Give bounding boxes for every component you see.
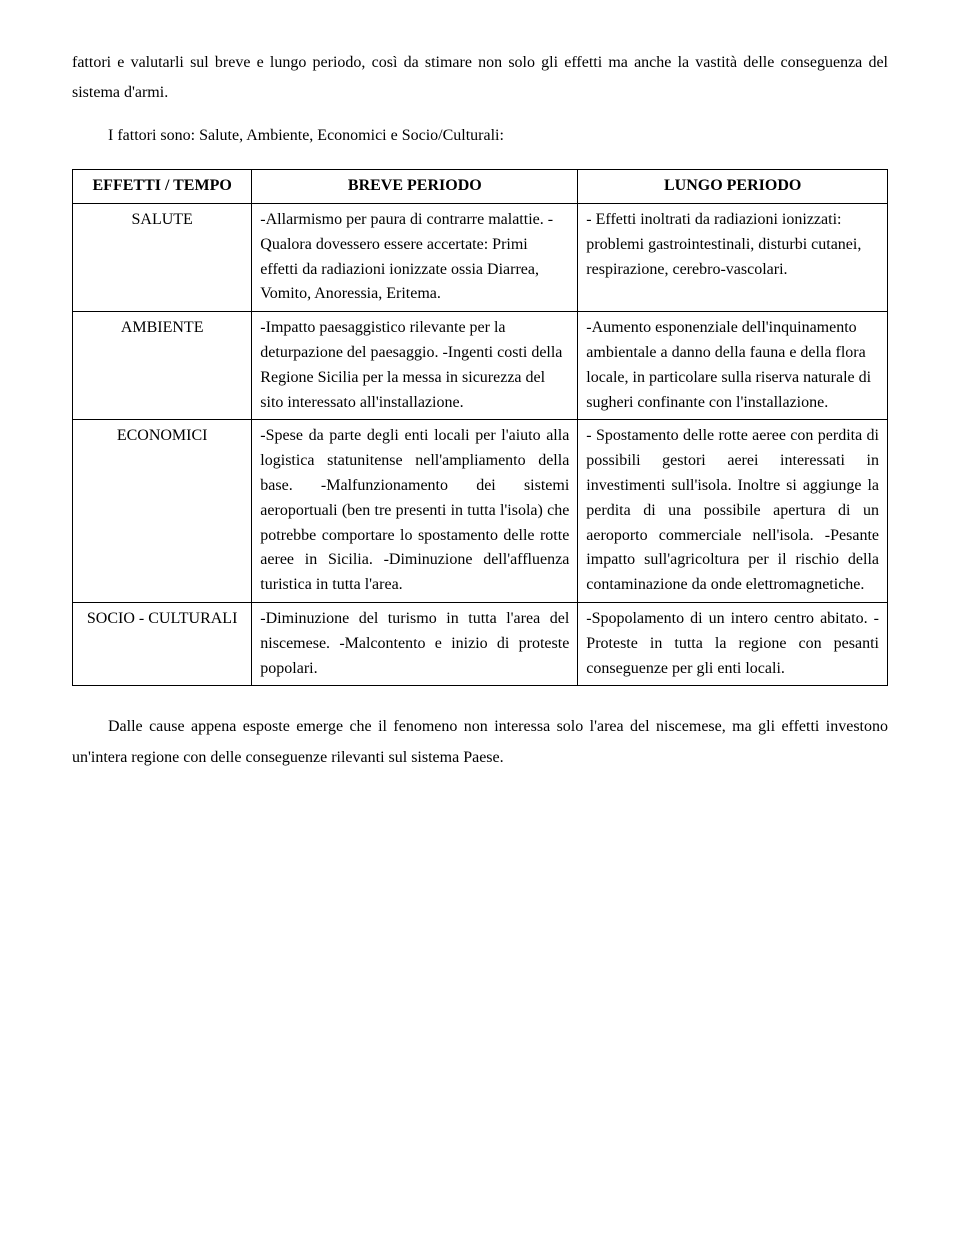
row-breve: -Diminuzione del turismo in tutta l'area…	[252, 602, 578, 685]
row-label: SALUTE	[73, 203, 252, 311]
row-lungo: -Spopolamento di un intero centro abitat…	[578, 602, 888, 685]
intro-line-1: fattori e valutarli sul breve e lungo pe…	[72, 48, 888, 109]
table-row: SOCIO - CULTURALI -Diminuzione del turis…	[73, 602, 888, 685]
row-breve: -Allarmismo per paura di contrarre malat…	[252, 203, 578, 311]
row-lungo: - Spostamento delle rotte aeree con perd…	[578, 420, 888, 603]
row-label: ECONOMICI	[73, 420, 252, 603]
row-breve: -Spese da parte degli enti locali per l'…	[252, 420, 578, 603]
header-col-3: LUNGO PERIODO	[578, 170, 888, 204]
header-col-2: BREVE PERIODO	[252, 170, 578, 204]
row-lungo: - Effetti inoltrati da radiazioni ionizz…	[578, 203, 888, 311]
row-breve: -Impatto paesaggistico rilevante per la …	[252, 312, 578, 420]
effects-table: EFFETTI / TEMPO BREVE PERIODO LUNGO PERI…	[72, 169, 888, 686]
table-row: SALUTE -Allarmismo per paura di contrarr…	[73, 203, 888, 311]
table-row: ECONOMICI -Spese da parte degli enti loc…	[73, 420, 888, 603]
intro-line-2: I fattori sono: Salute, Ambiente, Econom…	[72, 121, 888, 151]
table-header-row: EFFETTI / TEMPO BREVE PERIODO LUNGO PERI…	[73, 170, 888, 204]
header-col-1: EFFETTI / TEMPO	[73, 170, 252, 204]
row-lungo: -Aumento esponenziale dell'inquinamento …	[578, 312, 888, 420]
table-row: AMBIENTE -Impatto paesaggistico rilevant…	[73, 312, 888, 420]
outro-line-1: Dalle cause appena esposte emerge che il…	[72, 712, 888, 773]
row-label: AMBIENTE	[73, 312, 252, 420]
row-label: SOCIO - CULTURALI	[73, 602, 252, 685]
